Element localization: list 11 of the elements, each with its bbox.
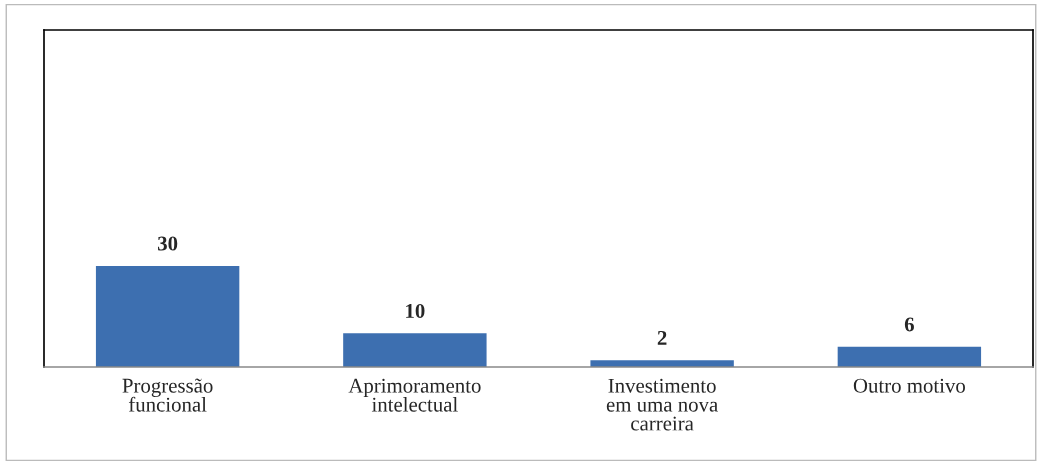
bar [343,333,487,367]
bar [95,265,240,367]
data-label: 6 [904,317,914,332]
x-tick-label: Aprimoramento intelectual [348,378,481,412]
data-label: 2 [657,330,667,345]
x-tick-label: Outro motivo [853,378,965,393]
x-tick-label: Progressão funcional [122,378,213,412]
bar [837,346,982,367]
data-label: 30 [157,236,178,251]
x-tick-label: Investimento em uma nova carreira [606,378,718,431]
data-label: 10 [406,303,425,318]
